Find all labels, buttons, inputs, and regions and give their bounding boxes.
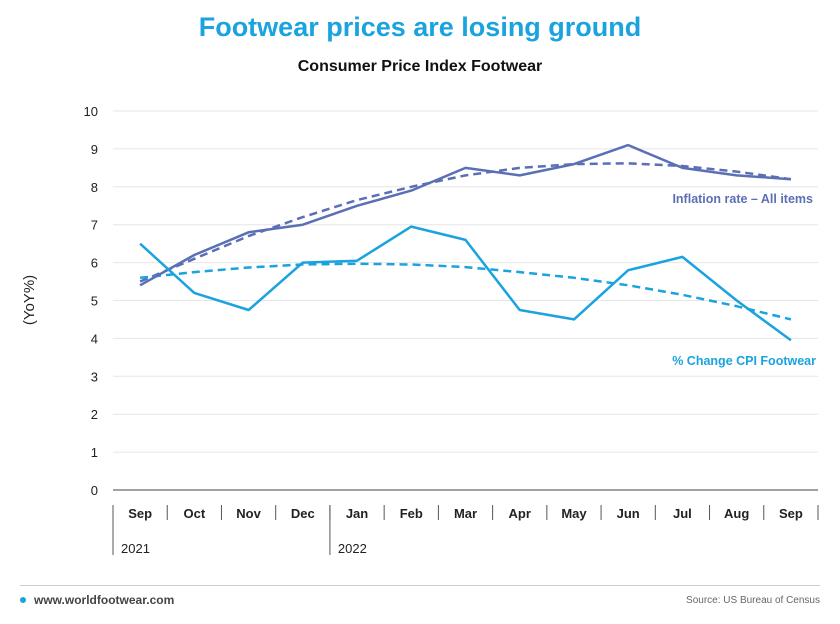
y-tick-label: 9 [91,142,98,157]
y-tick-label: 7 [91,218,98,233]
year-label: 2022 [338,541,367,556]
chart-subtitle: Consumer Price Index Footwear [297,58,543,75]
footer-site-text: www.worldfootwear.com [34,593,175,607]
footer-source: Source: US Bureau of Census [686,595,820,606]
y-tick-label: 1 [91,445,98,460]
y-tick-label: 3 [91,369,98,384]
x-tick-label: Sep [128,506,152,521]
x-tick-label: Aug [724,506,749,521]
x-tick-label: Sep [779,506,803,521]
series-line-inflation [139,143,791,287]
x-tick-label: Nov [236,506,261,521]
x-tick-label: Mar [454,506,477,521]
x-tick-label: Jan [346,506,368,521]
y-tick-label: 4 [91,331,98,346]
year-label: 2021 [121,541,150,556]
x-tick-label: Oct [184,506,206,521]
y-tick-label: 2 [91,407,98,422]
y-tick-label: 8 [91,180,98,195]
trend-line-footwear [139,262,792,321]
footer-divider [20,585,820,586]
x-tick-label: Jul [673,506,692,521]
y-axis-label: (YoY%) [21,275,38,325]
x-tick-label: Dec [291,506,315,521]
x-tick-label: Feb [400,506,423,521]
line-chart: 0 1 2 3 4 5 6 7 8 9 10 (YoY%) Sep Oct Nov Dec Jan Feb Mar A… [21,104,819,556]
x-tick-label: Apr [509,506,531,521]
y-tick-label: 5 [91,294,98,309]
y-tick-label: 0 [91,483,98,498]
x-tick-label: Jun [617,506,640,521]
chart-title: Footwear prices are losing ground [198,12,642,42]
series-line-footwear [139,225,792,342]
y-tick-label: 10 [84,104,98,119]
series-label-footwear: % Change CPI Footwear [672,354,816,368]
trend-line-inflation [139,162,792,283]
x-tick-label: May [561,506,587,521]
bullet-icon [20,596,26,603]
y-tick-label: 6 [91,256,98,271]
series-label-inflation: Inflation rate – All items [672,192,813,206]
footer-site[interactable]: www.worldfootwear.com [20,593,174,607]
